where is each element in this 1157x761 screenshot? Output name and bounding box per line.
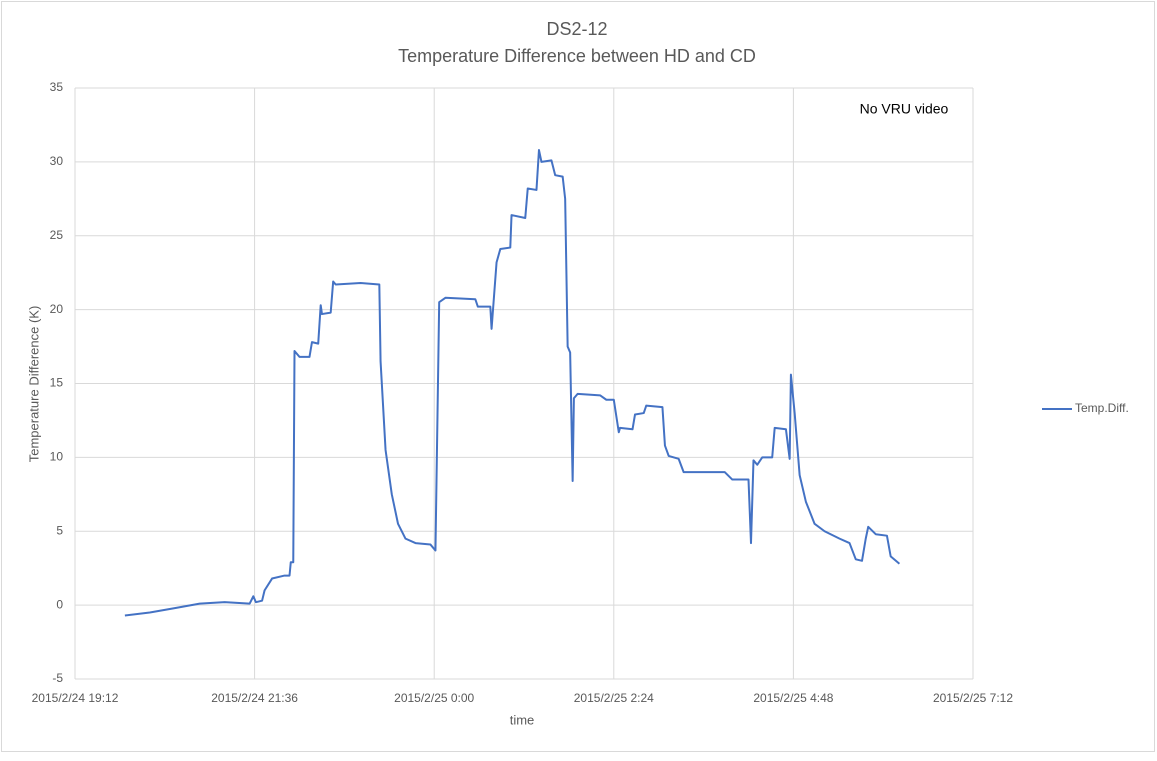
y-tick-label: 0 [56,597,63,611]
y-tick-label: 30 [50,154,64,168]
x-tick-label: 2015/2/24 19:12 [32,691,119,705]
y-tick-label: -5 [52,671,63,685]
y-axis-title: Temperature Difference (K) [26,306,41,463]
legend-label: Temp.Diff. [1075,401,1129,415]
x-axis-title: time [510,712,535,727]
chart-subtitle: Temperature Difference between HD and CD [398,46,756,66]
y-tick-label: 20 [50,302,64,316]
y-tick-label: 10 [50,450,64,464]
x-tick-label: 2015/2/25 4:48 [753,691,833,705]
y-tick-label: 35 [50,80,64,94]
y-tick-label: 25 [50,228,64,242]
y-tick-label: 15 [50,376,64,390]
y-tick-label: 5 [56,523,63,537]
annotation: No VRU video [860,101,949,117]
chart-title: DS2-12 [546,19,607,39]
data-line [124,149,901,617]
x-tick-label: 2015/2/24 21:36 [211,691,298,705]
x-tick-label: 2015/2/25 7:12 [933,691,1013,705]
x-tick-label: 2015/2/25 0:00 [394,691,474,705]
x-tick-label: 2015/2/25 2:24 [574,691,654,705]
